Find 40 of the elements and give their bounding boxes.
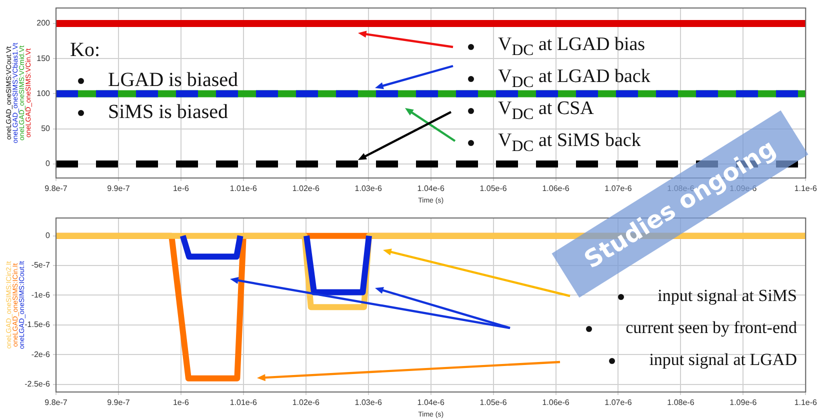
x-tick-label: 1.01e-6 [230,398,258,408]
x-tick-label: 1e-6 [172,398,190,408]
y-tick-label: 0 [46,159,51,168]
x-tick-label: 1.07e-6 [604,184,632,194]
annotation: V$_{DC}$ at LGAD back [498,66,650,91]
y-tick-label: 0 [46,231,51,240]
x-tick-label: 1.01e-6 [230,184,258,194]
x-tick-label: 9.8e-7 [44,398,68,408]
x-tick-label: 1.03e-6 [354,184,382,194]
annotation: current seen by front-end [626,318,797,337]
x-tick-label: 1.03e-6 [354,398,382,408]
x-tick-label: 1.06e-6 [542,398,570,408]
y-tick-label: -5e-7 [31,260,51,270]
annotation: input signal at LGAD [649,350,797,369]
y-tick-label: 100 [36,88,51,98]
annotation: V$_{DC}$ at LGAD bias [498,34,646,59]
x-tick-label: 1.05e-6 [480,398,508,408]
x-tick-label: 1.04e-6 [417,398,445,408]
x-tick-label: 1.02e-6 [292,184,320,194]
x-tick-label: 9.8e-7 [44,184,68,194]
x-tick-label: 1.08e-6 [667,398,695,408]
x-tick-label: 1.05e-6 [480,184,508,194]
x-tick-label: 1.04e-6 [417,184,445,194]
x-tick-label: 9.9e-7 [107,398,130,408]
x-tick-label: 9.9e-7 [107,184,130,194]
y-tick-label: 200 [36,18,51,28]
y-tick-label: 150 [36,54,51,63]
annotation: LGAD is biased [108,69,238,91]
y-tick-label: -1e-6 [31,290,51,300]
x-tick-label: 1.07e-6 [604,398,632,408]
x-tick-label: 1.02e-6 [292,398,320,408]
annotation: Ko: [70,39,100,61]
x-tick-label: 1e-6 [172,184,190,194]
x-tick-label: 1.09e-6 [730,398,758,408]
x-tick-label: 1.1e-6 [794,398,818,408]
y-tick-label: -2e-6 [31,350,51,359]
annotation: SiMS is biased [108,101,228,123]
y-tick-label: -2.5e-6 [24,379,51,388]
y-tick-label: -1.5e-6 [24,320,51,330]
y-tick-label: 50 [41,124,51,134]
